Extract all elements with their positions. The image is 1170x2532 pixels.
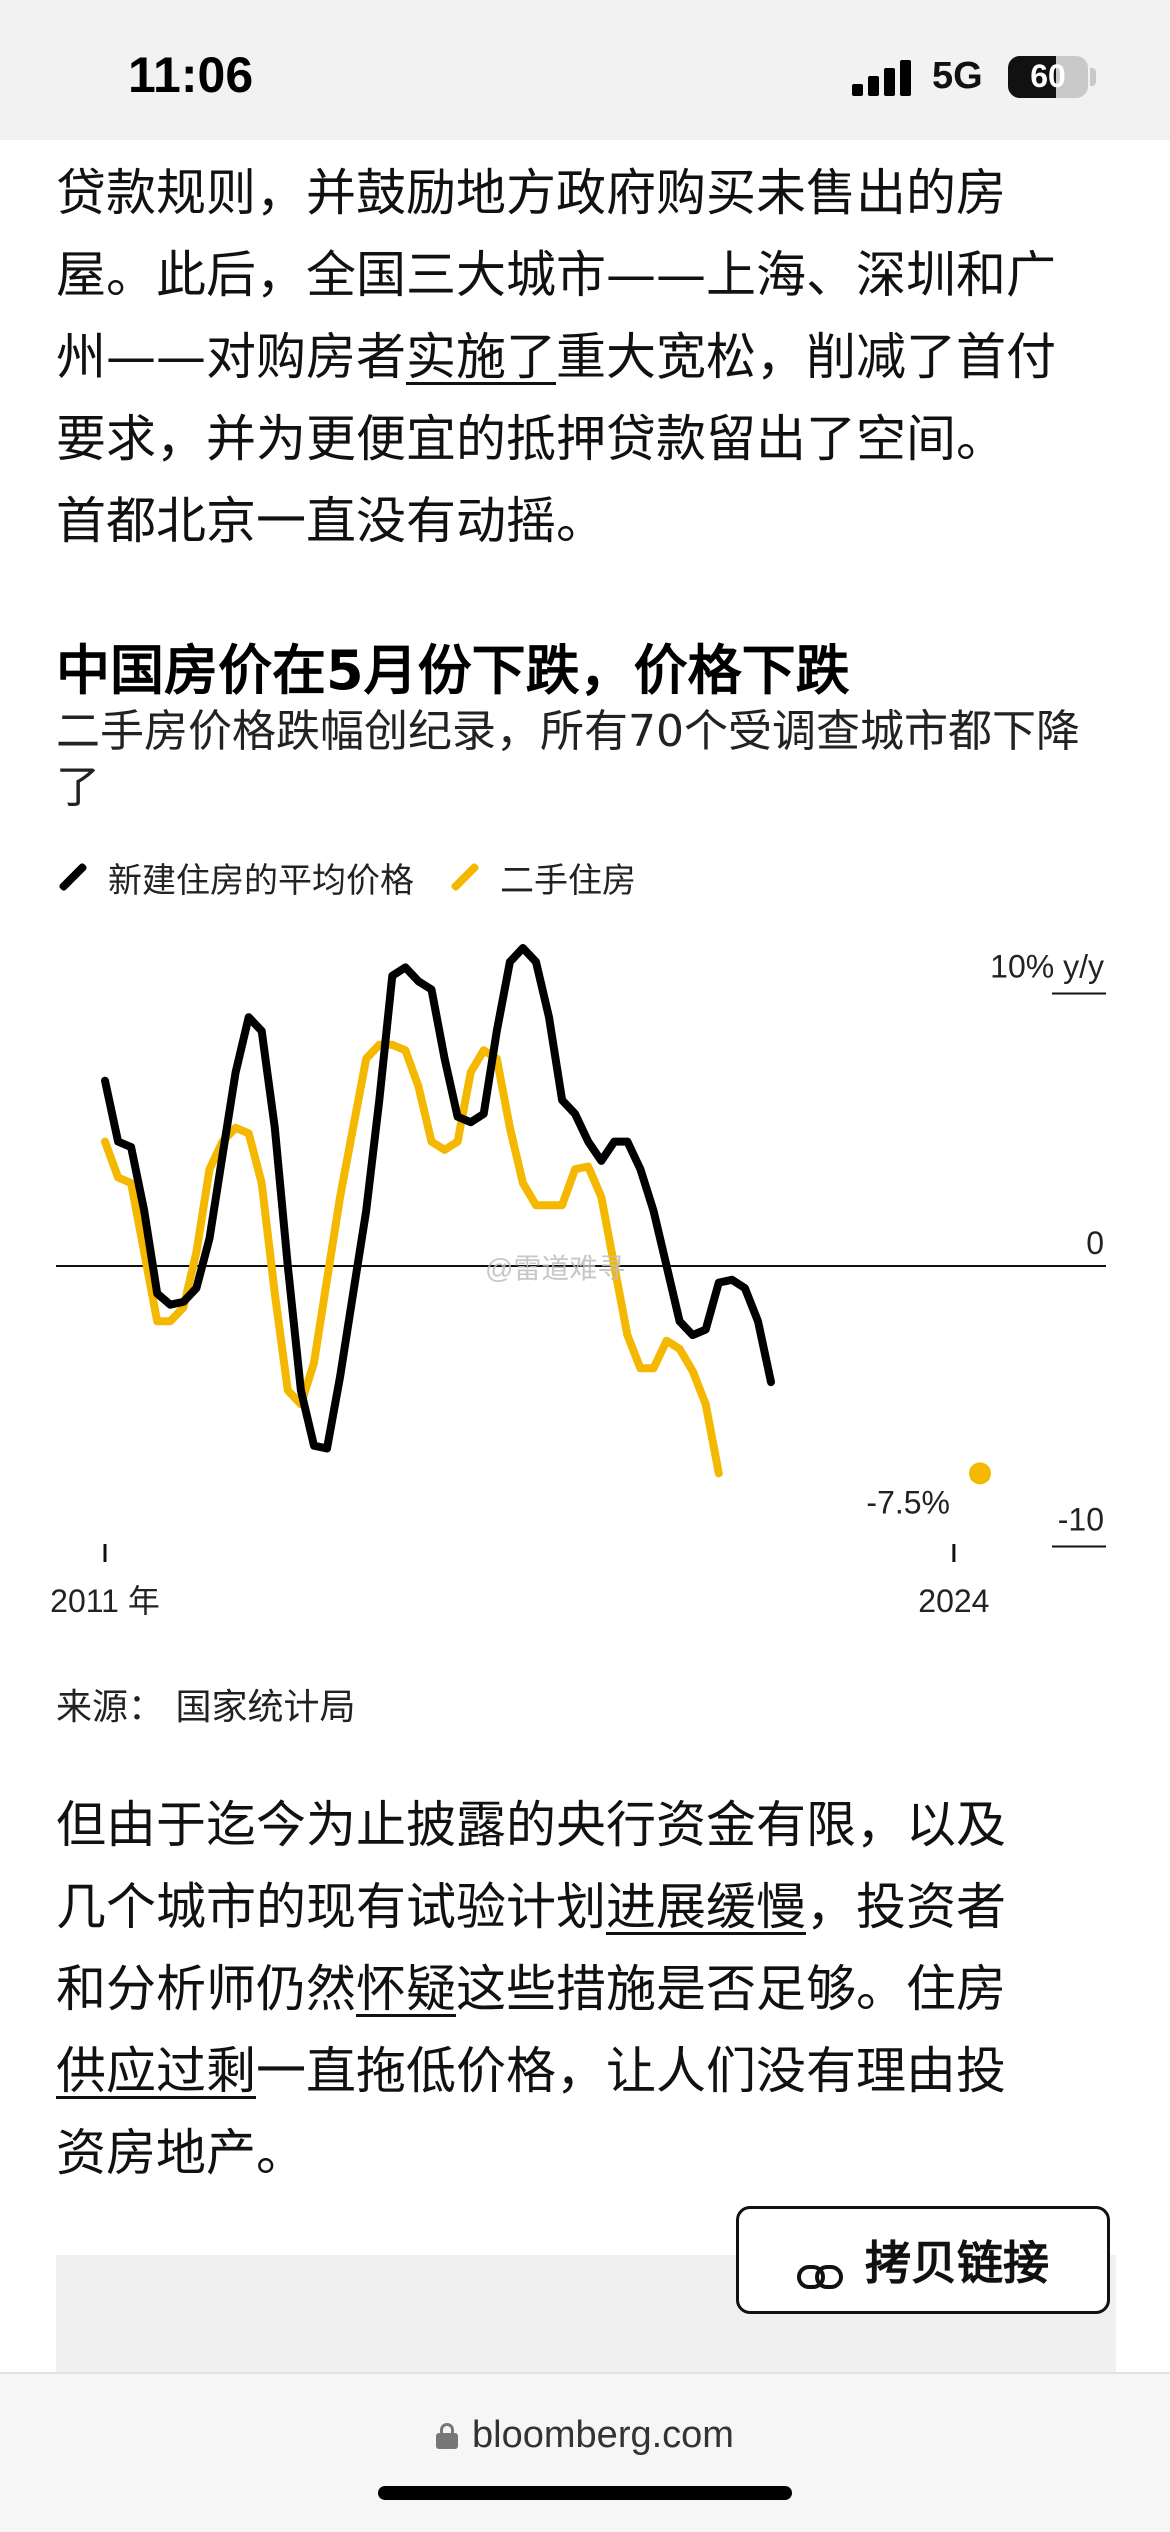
text-line: 但由于迄今为止披露的央行资金有限，以及 [56, 1796, 1006, 1854]
chart-title: 中国房价在5月份下跌，价格下跌 [56, 639, 850, 702]
text-segment: 重大宽松，削减了首付 [556, 328, 1056, 386]
status-time: 11:06 [128, 47, 254, 103]
article-paragraph-bottom: 但由于迄今为止披露的央行资金有限，以及 几个城市的现有试验计划进展缓慢，投资者 和分… [56, 1784, 1116, 2194]
battery-fill [1008, 56, 1056, 98]
x-tick-label: 2011 年 [50, 1583, 160, 1619]
end-point-marker [969, 1462, 991, 1485]
home-indicator[interactable] [378, 2486, 792, 2500]
text-line: 和分析师仍然怀疑这些措施是否足够。住房 [56, 1948, 1116, 2030]
status-bar: 11:06 5G 60 [0, 0, 1170, 140]
legend-item-new-homes: 新建住房的平均价格 [56, 853, 414, 902]
text-segment: 州——对购房者 [56, 328, 406, 386]
network-type: 5G [932, 55, 983, 97]
legend-label-resale-homes: 二手住房 [500, 860, 636, 901]
text-line: 屋。此后，全国三大城市——上海、深圳和广 [56, 246, 1056, 304]
text-line: 州——对购房者实施了重大宽松，削减了首付 [56, 316, 1116, 398]
legend-swatch-black-icon [58, 862, 88, 892]
text-segment: 几个城市的现有试验计划 [56, 1878, 606, 1936]
article-paragraph-top: 贷款规则，并鼓励地方政府购买未售出的房 屋。此后，全国三大城市——上海、深圳和广州… [56, 152, 1116, 562]
text-segment: 一直拖低价格，让人们没有理由投 [256, 2042, 1006, 2100]
legend-swatch-yellow-icon [450, 862, 480, 892]
text-segment: 这些措施是否足够。住房 [456, 1960, 1006, 2018]
text-line: 首都北京一直没有动摇。 [56, 492, 606, 550]
watermark-text: @雷道难寻 [485, 1253, 625, 1284]
chart-legend: 新建住房的平均价格 二手住房 [56, 852, 670, 902]
lock-icon [436, 2423, 459, 2449]
inline-link[interactable]: 实施了 [406, 328, 556, 386]
text-line: 资房地产。 [56, 2124, 306, 2182]
text-segment: ，投资者 [806, 1878, 1006, 1936]
line-chart: 10% y/y 0 -10 2011 年 2024 -7.5% @雷道难寻 [50, 944, 1106, 1619]
series-line-new-homes [101, 944, 775, 1453]
legend-item-resale-homes: 二手住房 [448, 853, 636, 902]
battery-icon: 60 [1008, 56, 1088, 98]
battery-nub [1090, 68, 1096, 86]
text-line: 供应过剩一直拖低价格，让人们没有理由投 [56, 2030, 1116, 2112]
copy-link-button[interactable]: 拷贝链接 [736, 2206, 1110, 2314]
link-icon [797, 2247, 843, 2289]
inline-link[interactable]: 进展缓慢 [606, 1878, 806, 1936]
chart-source: 来源： 国家统计局 [56, 1687, 356, 1728]
copy-link-label: 拷贝链接 [865, 2236, 1049, 2290]
text-line: 要求，并为更便宜的抵押贷款留出了空间。 [56, 410, 1006, 468]
y-tick-label: 10% y/y [990, 949, 1104, 985]
url-display[interactable]: bloomberg.com [0, 2414, 1170, 2457]
inline-link[interactable]: 怀疑 [356, 1960, 456, 2018]
battery-percentage: 60 [1030, 58, 1066, 94]
text-line: 贷款规则，并鼓励地方政府购买未售出的房 [56, 164, 1006, 222]
series-line-resale-homes [101, 1040, 723, 1478]
cellular-signal-icon [852, 60, 914, 96]
chart-subtitle: 二手房价格跌幅创纪录，所有70个受调查城市都下降了 [56, 706, 1080, 813]
browser-address-bar[interactable]: bloomberg.com [0, 2372, 1170, 2532]
inline-link[interactable]: 供应过剩 [56, 2042, 256, 2100]
text-segment: 和分析师仍然 [56, 1960, 356, 2018]
end-value-label: -7.5% [866, 1484, 950, 1520]
y-tick-label: 0 [1086, 1225, 1104, 1261]
y-tick-label: -10 [1058, 1502, 1104, 1538]
x-tick-label: 2024 [918, 1583, 989, 1619]
legend-label-new-homes: 新建住房的平均价格 [108, 860, 414, 901]
text-line: 几个城市的现有试验计划进展缓慢，投资者 [56, 1866, 1116, 1948]
url-text: bloomberg.com [472, 2414, 734, 2456]
